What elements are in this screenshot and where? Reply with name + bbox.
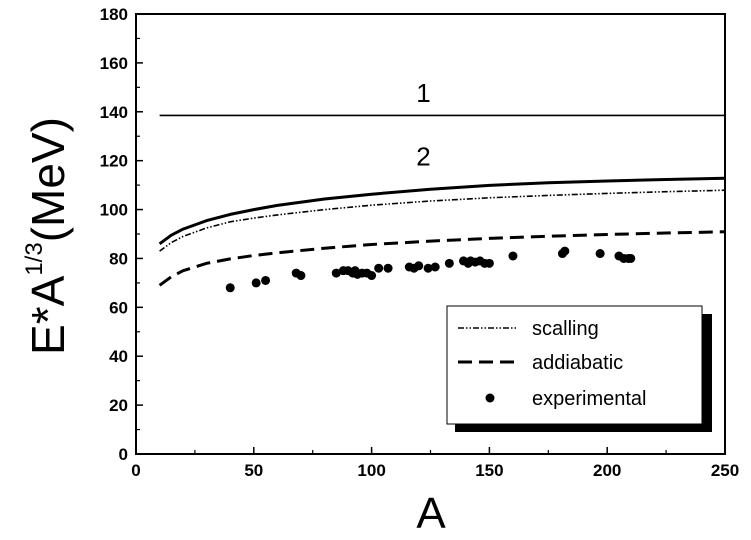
experimental-point (225, 283, 235, 293)
y-tick-label: 40 (109, 347, 128, 366)
y-axis-title-superscript: 1/3 (21, 242, 48, 275)
legend-adiabatic-label: addiabatic (532, 352, 623, 374)
x-axis-title: A (416, 489, 446, 538)
axis-ticks: 0 50 100 150 200 250 0 20 40 60 80 100 120 140 160 180 (100, 5, 740, 480)
legend-box (446, 305, 703, 425)
y-tick-label: 160 (100, 54, 128, 73)
legend-scaling-label: scalling (532, 318, 599, 340)
experimental-point (383, 263, 393, 273)
curve2-line (158, 176, 726, 246)
curve-label-1: 1 (416, 78, 430, 108)
experimental-point (423, 263, 433, 273)
y-tick-label: 60 (109, 298, 128, 317)
x-tick-label: 100 (357, 461, 385, 480)
y-tick-label: 180 (100, 5, 128, 24)
experimental-point (484, 258, 494, 268)
experimental-point (430, 262, 440, 272)
curve-label-2: 2 (416, 142, 430, 172)
experimental-point (508, 251, 518, 261)
y-tick-label: 20 (109, 396, 128, 415)
experimental-point (626, 253, 636, 263)
y-axis-title-base: E*A (22, 275, 74, 355)
legend-experimental-marker (485, 393, 495, 403)
x-tick-label: 50 (244, 461, 263, 480)
adiabatic-line (158, 230, 726, 287)
experimental-point (595, 249, 605, 259)
legend-experimental-label: experimental (532, 388, 647, 410)
experimental-point (444, 258, 454, 268)
y-tick-label: 120 (100, 152, 128, 171)
experimental-point (331, 268, 341, 278)
legend: scalling addiabatic experimental (446, 305, 712, 432)
experimental-point (261, 275, 271, 285)
y-tick-label: 80 (109, 249, 128, 268)
experimental-point (296, 271, 306, 281)
experimental-point (251, 278, 261, 288)
experimental-point (374, 263, 384, 273)
y-tick-label: 140 (100, 103, 128, 122)
y-axis-title: E*A1/3(MeV) (21, 117, 74, 355)
y-tick-label: 0 (119, 445, 128, 464)
x-tick-label: 250 (711, 461, 739, 480)
x-tick-label: 150 (475, 461, 503, 480)
experimental-point (560, 246, 570, 256)
series-layer (158, 114, 726, 293)
experimental-point (414, 261, 424, 271)
y-tick-label: 100 (100, 201, 128, 220)
y-axis-title-unit: (MeV) (22, 117, 74, 242)
experimental-point (367, 271, 377, 281)
x-tick-label: 200 (593, 461, 621, 480)
x-tick-label: 0 (131, 461, 140, 480)
curve-annotations: 12 (416, 78, 430, 172)
scaling-line (159, 189, 726, 252)
